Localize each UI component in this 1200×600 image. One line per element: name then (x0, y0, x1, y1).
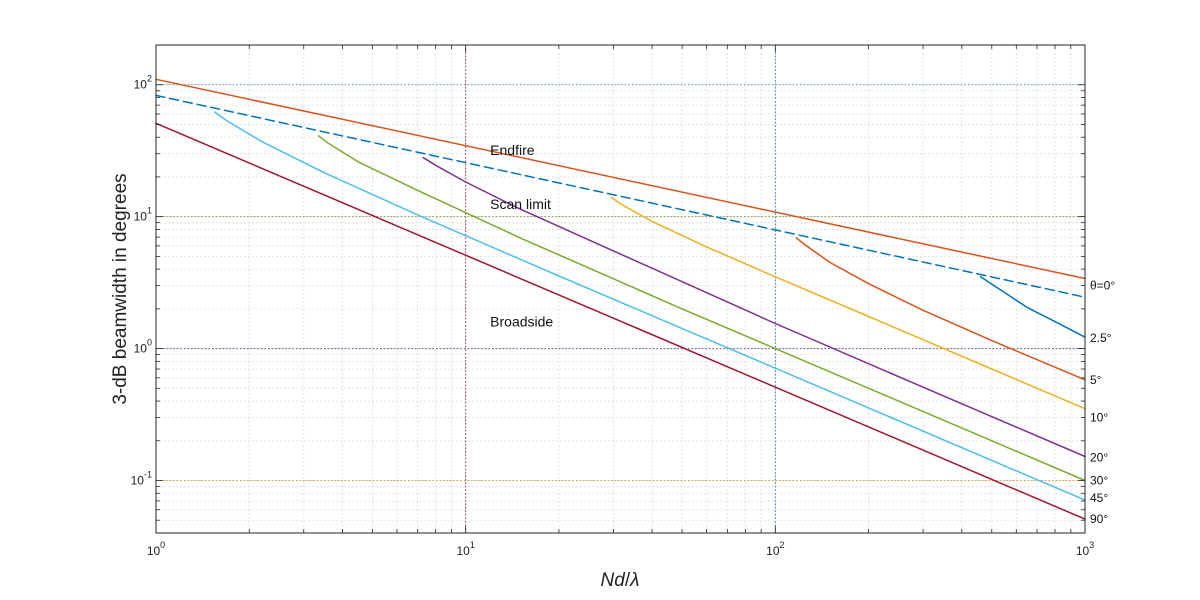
y-tick-label: 101 (134, 206, 152, 224)
series-line-3 (979, 276, 1086, 338)
reference-lines (156, 45, 1085, 533)
x-tick-label: 102 (766, 540, 784, 558)
series-line-5 (610, 196, 1086, 410)
tick-base: 10 (134, 342, 148, 356)
x-tick-label: 100 (147, 540, 165, 558)
y-tick-label: 102 (134, 74, 152, 92)
angle-label: 30° (1090, 474, 1108, 488)
tick-marks (155, 44, 1086, 534)
x-axis-title: Nd/λ (601, 570, 640, 591)
angle-label: 5° (1090, 373, 1102, 387)
tick-exponent: 0 (147, 338, 152, 348)
tick-exponent: 3 (1089, 540, 1094, 550)
angle-labels: θ=0° 2.5° 5° 10° 20° 30° 45° 90° (1090, 279, 1115, 526)
angle-label: 10° (1090, 411, 1108, 425)
tick-base: 10 (131, 474, 145, 488)
tick-base: 10 (134, 78, 148, 92)
tick-exponent: 2 (780, 540, 785, 550)
tick-base: 10 (456, 544, 470, 558)
y-axis-title: 3-dB beamwidth in degrees (110, 173, 131, 404)
x-axis-title-lambda: λ (629, 570, 639, 591)
x-axis-title-nd: Nd (601, 570, 627, 591)
series-line-2 (155, 94, 1086, 298)
series-line-8 (214, 111, 1086, 501)
x-tick-label: 101 (456, 540, 474, 558)
series-line-6 (422, 156, 1086, 458)
tick-exponent: 2 (147, 74, 152, 84)
y-tick-label: 10-1 (131, 470, 152, 488)
plot-frame (155, 44, 1086, 534)
tick-base: 10 (147, 544, 161, 558)
annotation-label: Scan limit (490, 196, 551, 212)
y-tick-label: 100 (134, 338, 152, 356)
angle-label: 90° (1090, 512, 1108, 526)
series-line-1 (155, 78, 1086, 280)
tick-exponent: 0 (160, 540, 165, 550)
series-layer (155, 78, 1086, 520)
tick-base: 10 (134, 210, 148, 224)
annotation-label: Broadside (490, 314, 553, 330)
series-line-7 (317, 135, 1086, 482)
annotations: Endfire Scan limit Broadside (490, 142, 553, 330)
plot-background (156, 45, 1085, 533)
angle-label: 20° (1090, 450, 1108, 464)
series-line-4 (795, 237, 1086, 381)
angle-label: 2.5° (1090, 331, 1112, 345)
x-tick-label: 103 (1076, 540, 1094, 558)
tick-base: 10 (766, 544, 780, 558)
tick-base: 10 (1076, 544, 1090, 558)
series-line-9 (155, 122, 1086, 520)
tick-exponent: 1 (147, 206, 152, 216)
angle-label: 45° (1090, 491, 1108, 505)
annotation-label: Endfire (490, 142, 535, 158)
tick-exponent: 1 (470, 540, 475, 550)
angle-label: θ=0° (1090, 279, 1115, 293)
x-axis-title-slash: / (625, 570, 631, 591)
tick-exponent: -1 (144, 470, 152, 480)
